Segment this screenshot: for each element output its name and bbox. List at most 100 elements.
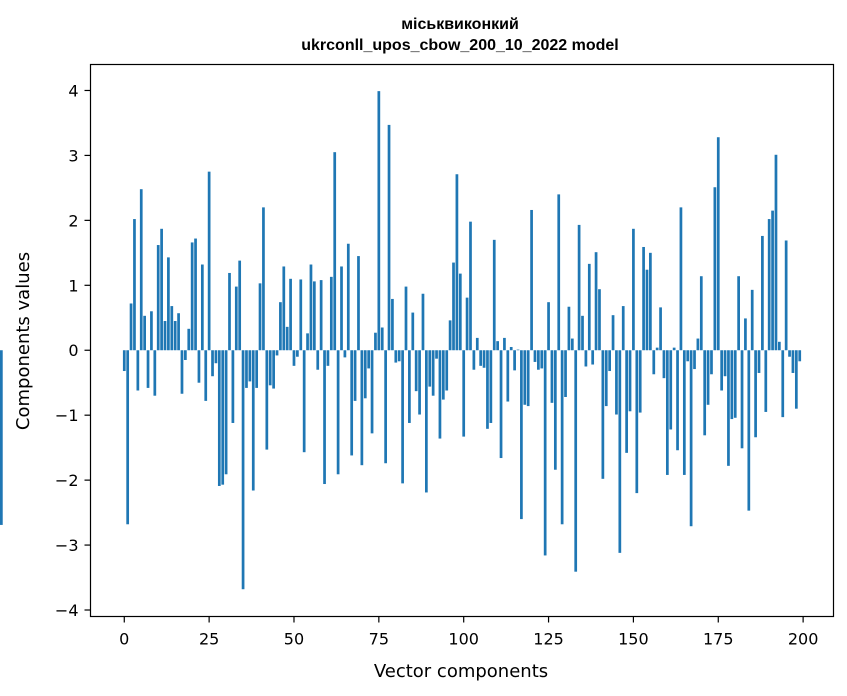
bar (608, 350, 612, 372)
bar (540, 350, 544, 369)
x-tick-label: 75 (369, 630, 389, 649)
bar (618, 350, 622, 553)
y-tick-label: 0 (68, 341, 78, 360)
bar (659, 307, 662, 351)
bar (503, 337, 506, 351)
bar (384, 350, 387, 464)
bar (509, 346, 513, 351)
bar (333, 152, 337, 351)
bar (248, 350, 252, 382)
bar (570, 338, 574, 351)
bar (411, 312, 415, 351)
bar (638, 350, 642, 413)
bar (435, 350, 438, 359)
bar (693, 350, 696, 370)
bar (221, 350, 225, 485)
bar (207, 171, 211, 351)
bar (604, 350, 608, 407)
bar (778, 341, 781, 351)
bar (564, 350, 567, 397)
bar (255, 350, 259, 388)
bar (781, 350, 785, 418)
bars-group (0, 91, 802, 590)
bar (686, 350, 690, 362)
bar (139, 189, 143, 351)
bar (533, 350, 537, 362)
bar (574, 350, 578, 572)
bar (228, 272, 231, 351)
bar (716, 137, 720, 351)
bar (520, 350, 523, 520)
bar (496, 341, 499, 351)
bar (363, 350, 367, 399)
bar (241, 350, 245, 590)
bar (652, 350, 656, 375)
bar (408, 350, 411, 423)
bar (136, 350, 140, 391)
bar (312, 281, 316, 351)
bar (316, 350, 320, 370)
bar (377, 91, 381, 351)
x-tick-label: 25 (199, 630, 219, 649)
y-tick-label: −3 (55, 536, 79, 555)
bar (672, 347, 676, 351)
bar (441, 350, 445, 400)
bar (625, 350, 628, 453)
bar (591, 350, 595, 365)
bar (757, 350, 761, 373)
bar (340, 266, 343, 351)
bar (285, 326, 289, 351)
bar (733, 350, 737, 418)
bar (167, 257, 170, 351)
bar (200, 264, 204, 351)
bar (170, 306, 174, 351)
bar (710, 350, 713, 375)
bar (397, 350, 401, 362)
bar (727, 350, 730, 466)
bar (774, 154, 778, 351)
bar (146, 350, 150, 388)
bar (798, 350, 802, 362)
bar (197, 350, 201, 383)
bar (251, 350, 255, 491)
bar (319, 280, 323, 351)
bar (431, 350, 435, 396)
bar (784, 240, 788, 351)
bar (160, 228, 163, 351)
bar (587, 263, 591, 351)
bar (462, 350, 466, 437)
bar (723, 350, 727, 377)
bar (0, 350, 3, 525)
bar (598, 289, 601, 351)
bar (282, 266, 286, 351)
y-axis-ticks: −4 −3 −2 −1 0 1 2 3 4 (55, 81, 91, 620)
bar (740, 350, 744, 449)
bar (669, 350, 673, 430)
bar (370, 350, 374, 434)
bar (479, 350, 483, 366)
bar (720, 350, 724, 391)
bar (401, 350, 404, 484)
bar (632, 228, 635, 351)
bar (621, 306, 625, 351)
bar (350, 350, 354, 456)
bar (394, 350, 398, 363)
bar (238, 260, 242, 351)
bar (224, 350, 228, 475)
bar (380, 327, 384, 351)
bar (472, 350, 476, 370)
bar (628, 350, 632, 412)
bar (211, 350, 214, 377)
bar (353, 350, 357, 401)
bar (750, 289, 754, 351)
bar (425, 350, 428, 493)
bar (492, 239, 496, 351)
bar (767, 219, 771, 351)
y-tick-label: −2 (55, 471, 79, 490)
bar (665, 350, 669, 475)
bar (645, 269, 649, 351)
bar (336, 350, 340, 475)
bar (455, 174, 459, 351)
bar (258, 283, 262, 351)
bar (553, 350, 557, 470)
